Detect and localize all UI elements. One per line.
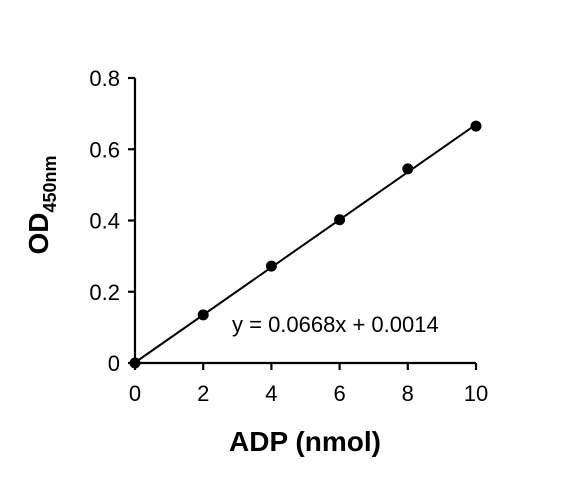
y-tick-label: 0.8: [89, 66, 120, 91]
x-tick-label: 4: [265, 381, 277, 406]
y-axis-title: OD450nm: [23, 155, 60, 254]
x-tick-label: 10: [464, 381, 488, 406]
y-tick-label: 0.2: [89, 280, 120, 305]
data-point: [334, 214, 346, 226]
axes: [128, 76, 478, 370]
x-axis-title: ADP (nmol): [229, 426, 381, 457]
data-point: [470, 120, 482, 132]
y-tick-label: 0: [108, 351, 120, 376]
data-point: [265, 260, 277, 272]
y-tick-label: 0.4: [89, 209, 120, 234]
y-axis-title-main: OD: [23, 213, 54, 255]
trendline-equation: y = 0.0668x + 0.0014: [232, 312, 439, 337]
tick-labels: 0 0.2 0.4 0.6 0.8 0 2 4 6 8 10: [89, 66, 488, 406]
x-tick-label: 8: [402, 381, 414, 406]
data-point: [197, 309, 209, 321]
y-tick-label: 0.6: [89, 137, 120, 162]
trendline: [134, 123, 477, 364]
trendline-layer: [134, 123, 477, 364]
data-point: [402, 163, 414, 175]
x-tick-label: 2: [197, 381, 209, 406]
x-tick-label: 6: [333, 381, 345, 406]
y-axis-title-subscript: 450nm: [40, 155, 60, 212]
x-tick-label: 0: [129, 381, 141, 406]
